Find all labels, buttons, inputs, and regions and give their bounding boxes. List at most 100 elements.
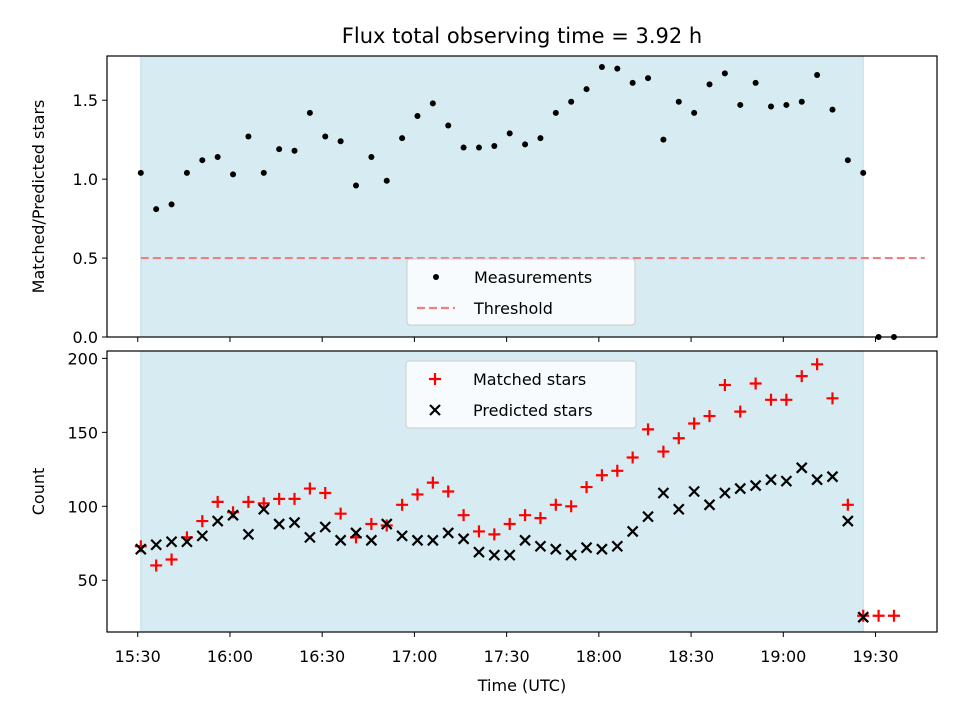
data-point	[550, 543, 562, 555]
data-point	[844, 157, 851, 164]
series-predicted-stars	[135, 462, 869, 623]
data-point	[445, 122, 452, 129]
data-point	[168, 201, 175, 208]
data-point	[611, 464, 624, 477]
data-point	[427, 534, 439, 547]
data-point	[258, 503, 270, 516]
data-point	[657, 445, 670, 458]
data-point	[583, 86, 590, 93]
legend-marker	[429, 404, 441, 416]
data-point	[460, 144, 467, 151]
data-point	[522, 141, 529, 148]
data-point	[765, 393, 777, 406]
y-tick-label: 1.0	[73, 170, 98, 189]
data-point	[841, 498, 854, 511]
x-tick-label: 19:30	[852, 647, 898, 666]
data-point	[135, 543, 147, 555]
data-point	[749, 377, 762, 390]
data-point	[703, 499, 716, 511]
data-point	[150, 538, 162, 551]
legend-label: Predicted stars	[473, 401, 593, 420]
data-point	[660, 136, 667, 143]
data-point	[396, 498, 409, 511]
data-point	[706, 81, 713, 88]
x-tick-label: 19:00	[760, 647, 806, 666]
data-point	[703, 410, 716, 423]
data-point	[196, 515, 209, 528]
y-tick-label: 1.5	[73, 91, 98, 110]
data-point	[780, 475, 793, 487]
data-point	[334, 507, 347, 520]
data-point	[211, 495, 224, 508]
data-point	[537, 135, 544, 142]
data-point	[457, 533, 470, 545]
data-point	[826, 470, 839, 483]
data-point	[365, 518, 378, 531]
legend-label: Threshold	[473, 299, 553, 318]
data-point	[596, 543, 608, 555]
data-point	[580, 481, 593, 494]
legend-marker	[433, 274, 439, 280]
x-tick-label: 18:00	[576, 647, 622, 666]
data-point	[768, 103, 774, 110]
data-point	[503, 518, 516, 531]
data-point	[580, 541, 593, 554]
data-point	[534, 540, 547, 552]
y-axis-label: Matched/Predicted stars	[29, 100, 48, 294]
data-point	[675, 98, 682, 105]
data-point	[737, 101, 744, 108]
legend: Measurements Threshold	[406, 258, 636, 326]
data-point	[214, 154, 221, 161]
y-tick-label: 0.5	[73, 249, 98, 268]
y-tick-label: 0.0	[73, 328, 98, 347]
data-point	[598, 64, 605, 71]
data-point	[519, 509, 532, 522]
data-point	[322, 133, 329, 140]
data-point	[475, 144, 482, 151]
data-point	[303, 482, 316, 495]
data-point	[734, 482, 747, 495]
data-point	[245, 133, 252, 140]
data-point	[242, 528, 255, 541]
data-point	[734, 405, 747, 418]
data-point	[319, 521, 332, 533]
data-point	[414, 112, 421, 119]
data-point	[688, 485, 700, 498]
data-point	[842, 515, 854, 527]
data-point	[565, 500, 578, 513]
data-point	[519, 534, 531, 547]
data-point	[488, 549, 501, 561]
x-tick-label: 18:30	[668, 647, 714, 666]
data-point	[429, 100, 436, 107]
x-tick-label: 17:30	[484, 647, 530, 666]
x-tick-label: 17:00	[391, 647, 437, 666]
data-point	[795, 462, 808, 474]
data-point	[506, 130, 513, 137]
chart-title: Flux total observing time = 3.92 h	[342, 24, 702, 48]
data-point	[491, 142, 498, 149]
data-point	[337, 138, 344, 145]
data-point	[350, 527, 362, 539]
data-point	[365, 534, 378, 547]
data-point	[230, 171, 237, 178]
data-point	[183, 169, 190, 176]
data-point	[411, 488, 424, 501]
data-point	[568, 98, 575, 105]
data-point	[260, 169, 267, 176]
data-point	[473, 546, 485, 558]
data-point	[426, 476, 439, 489]
x-tick-label: 16:30	[299, 647, 345, 666]
data-point	[814, 71, 821, 78]
data-point	[780, 393, 793, 406]
data-point	[257, 497, 270, 510]
data-point	[642, 423, 655, 436]
data-point	[457, 509, 470, 522]
data-point	[549, 498, 562, 511]
legend-marker	[429, 373, 441, 385]
legend: Matched stars Predicted stars	[405, 360, 637, 429]
data-point	[887, 609, 900, 622]
data-point	[642, 510, 654, 523]
data-point	[291, 147, 298, 154]
data-point	[657, 487, 670, 499]
